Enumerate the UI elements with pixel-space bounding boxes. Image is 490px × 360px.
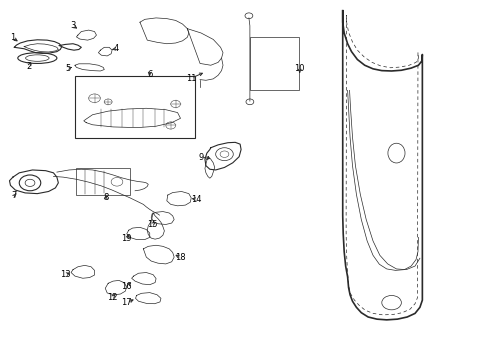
Text: 13: 13 — [60, 270, 71, 279]
Text: 6: 6 — [147, 70, 152, 79]
Text: 18: 18 — [175, 253, 186, 262]
Text: 1: 1 — [10, 33, 16, 42]
Text: 12: 12 — [107, 293, 117, 302]
Text: 8: 8 — [103, 193, 108, 202]
Text: 16: 16 — [122, 282, 132, 291]
Text: 11: 11 — [186, 74, 196, 83]
Text: 3: 3 — [71, 21, 75, 30]
Text: 19: 19 — [122, 234, 132, 243]
Bar — [250, 37, 299, 90]
Bar — [76, 168, 130, 195]
Text: 15: 15 — [147, 220, 157, 229]
Text: 4: 4 — [113, 44, 119, 53]
Text: 14: 14 — [191, 195, 201, 204]
Text: 17: 17 — [122, 298, 132, 307]
Text: 10: 10 — [294, 64, 305, 73]
Bar — [75, 76, 195, 138]
Text: 2: 2 — [26, 62, 32, 71]
Text: 5: 5 — [66, 64, 71, 73]
Text: 7: 7 — [12, 191, 17, 200]
Text: 9: 9 — [198, 153, 204, 162]
